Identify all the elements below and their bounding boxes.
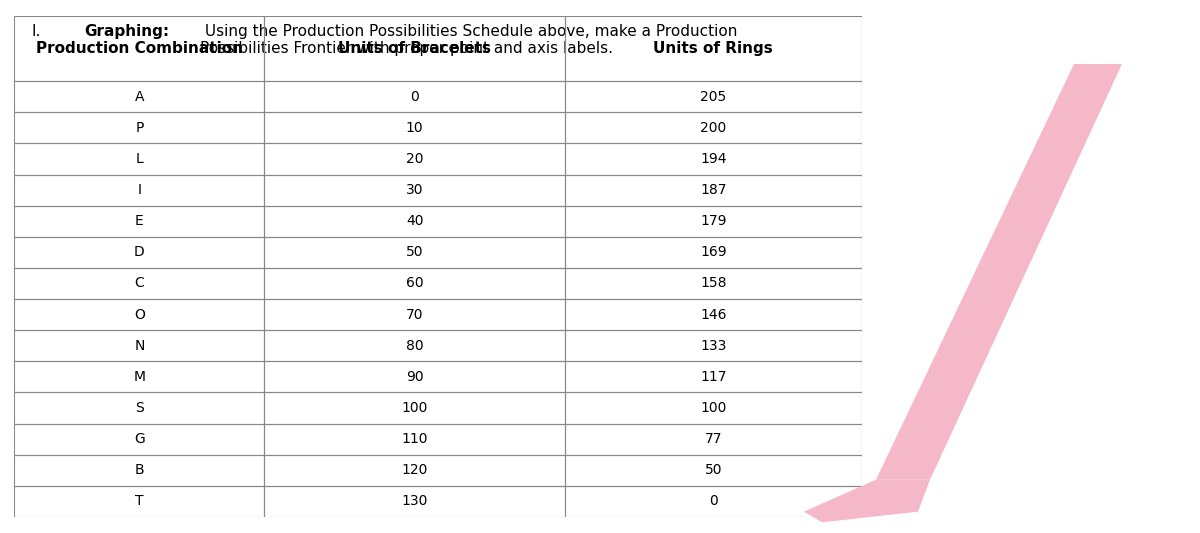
Text: 194: 194 xyxy=(700,152,726,166)
Bar xyxy=(565,237,862,268)
Bar xyxy=(14,112,264,143)
Text: 117: 117 xyxy=(700,370,726,384)
Bar xyxy=(264,486,565,517)
Text: 100: 100 xyxy=(700,401,726,415)
Text: 20: 20 xyxy=(406,152,424,166)
Text: Units of Bracelets: Units of Bracelets xyxy=(338,41,491,56)
Text: 80: 80 xyxy=(406,339,424,353)
Bar xyxy=(264,81,565,112)
Text: I.: I. xyxy=(31,24,41,39)
Text: O: O xyxy=(134,308,145,321)
Bar xyxy=(14,268,264,299)
Bar xyxy=(14,16,264,81)
Bar xyxy=(264,112,565,143)
Text: A: A xyxy=(134,90,144,104)
Bar xyxy=(14,206,264,237)
Text: 60: 60 xyxy=(406,277,424,290)
Text: I: I xyxy=(137,183,142,197)
Bar xyxy=(565,299,862,330)
Bar xyxy=(565,112,862,143)
Bar xyxy=(264,330,565,361)
Text: 90: 90 xyxy=(406,370,424,384)
Text: C: C xyxy=(134,277,144,290)
Text: G: G xyxy=(134,432,145,446)
Text: S: S xyxy=(134,401,144,415)
Bar xyxy=(565,392,862,424)
Bar xyxy=(14,299,264,330)
Bar xyxy=(565,16,862,81)
Text: 179: 179 xyxy=(700,214,726,228)
Bar xyxy=(264,174,565,206)
Bar xyxy=(264,392,565,424)
Text: E: E xyxy=(134,214,144,228)
Text: Units of Rings: Units of Rings xyxy=(654,41,773,56)
Text: 30: 30 xyxy=(406,183,424,197)
Text: T: T xyxy=(136,495,144,508)
Bar xyxy=(565,486,862,517)
Bar xyxy=(14,424,264,455)
Bar xyxy=(565,455,862,486)
Bar xyxy=(264,268,565,299)
Bar xyxy=(565,361,862,392)
Bar xyxy=(14,237,264,268)
Bar xyxy=(565,424,862,455)
Bar xyxy=(264,206,565,237)
Text: 110: 110 xyxy=(402,432,428,446)
Text: 50: 50 xyxy=(704,463,722,478)
Text: B: B xyxy=(134,463,144,478)
Text: 130: 130 xyxy=(402,495,428,508)
Bar xyxy=(14,330,264,361)
Text: 169: 169 xyxy=(700,245,727,260)
Bar xyxy=(264,361,565,392)
Text: N: N xyxy=(134,339,144,353)
Bar xyxy=(264,424,565,455)
Bar xyxy=(264,237,565,268)
Bar xyxy=(14,392,264,424)
Text: P: P xyxy=(136,121,144,135)
Text: Production Combination: Production Combination xyxy=(36,41,242,56)
Bar xyxy=(565,174,862,206)
Text: M: M xyxy=(133,370,145,384)
Text: 77: 77 xyxy=(704,432,722,446)
Bar xyxy=(565,143,862,174)
Bar xyxy=(264,299,565,330)
Bar xyxy=(14,81,264,112)
Text: 146: 146 xyxy=(700,308,726,321)
Bar xyxy=(565,330,862,361)
Text: Graphing:: Graphing: xyxy=(84,24,169,39)
Polygon shape xyxy=(804,480,930,522)
Bar xyxy=(264,455,565,486)
Bar xyxy=(565,81,862,112)
Text: 10: 10 xyxy=(406,121,424,135)
Bar xyxy=(14,361,264,392)
Text: Using the Production Possibilities Schedule above, make a Production
Possibiliti: Using the Production Possibilities Sched… xyxy=(199,24,737,56)
Polygon shape xyxy=(876,64,1122,480)
Bar xyxy=(264,143,565,174)
Bar xyxy=(565,268,862,299)
Text: 187: 187 xyxy=(700,183,726,197)
Text: 120: 120 xyxy=(402,463,428,478)
Text: 200: 200 xyxy=(701,121,726,135)
Bar xyxy=(264,16,565,81)
Bar xyxy=(14,486,264,517)
Text: 0: 0 xyxy=(410,90,419,104)
Bar xyxy=(14,143,264,174)
Text: 133: 133 xyxy=(700,339,726,353)
Bar xyxy=(14,174,264,206)
Text: 205: 205 xyxy=(701,90,726,104)
Text: 70: 70 xyxy=(406,308,424,321)
Text: L: L xyxy=(136,152,143,166)
Text: 100: 100 xyxy=(402,401,428,415)
Text: 0: 0 xyxy=(709,495,718,508)
Text: D: D xyxy=(134,245,145,260)
Bar xyxy=(565,206,862,237)
Bar xyxy=(14,455,264,486)
Text: 40: 40 xyxy=(406,214,424,228)
Text: 50: 50 xyxy=(406,245,424,260)
Text: 158: 158 xyxy=(700,277,726,290)
